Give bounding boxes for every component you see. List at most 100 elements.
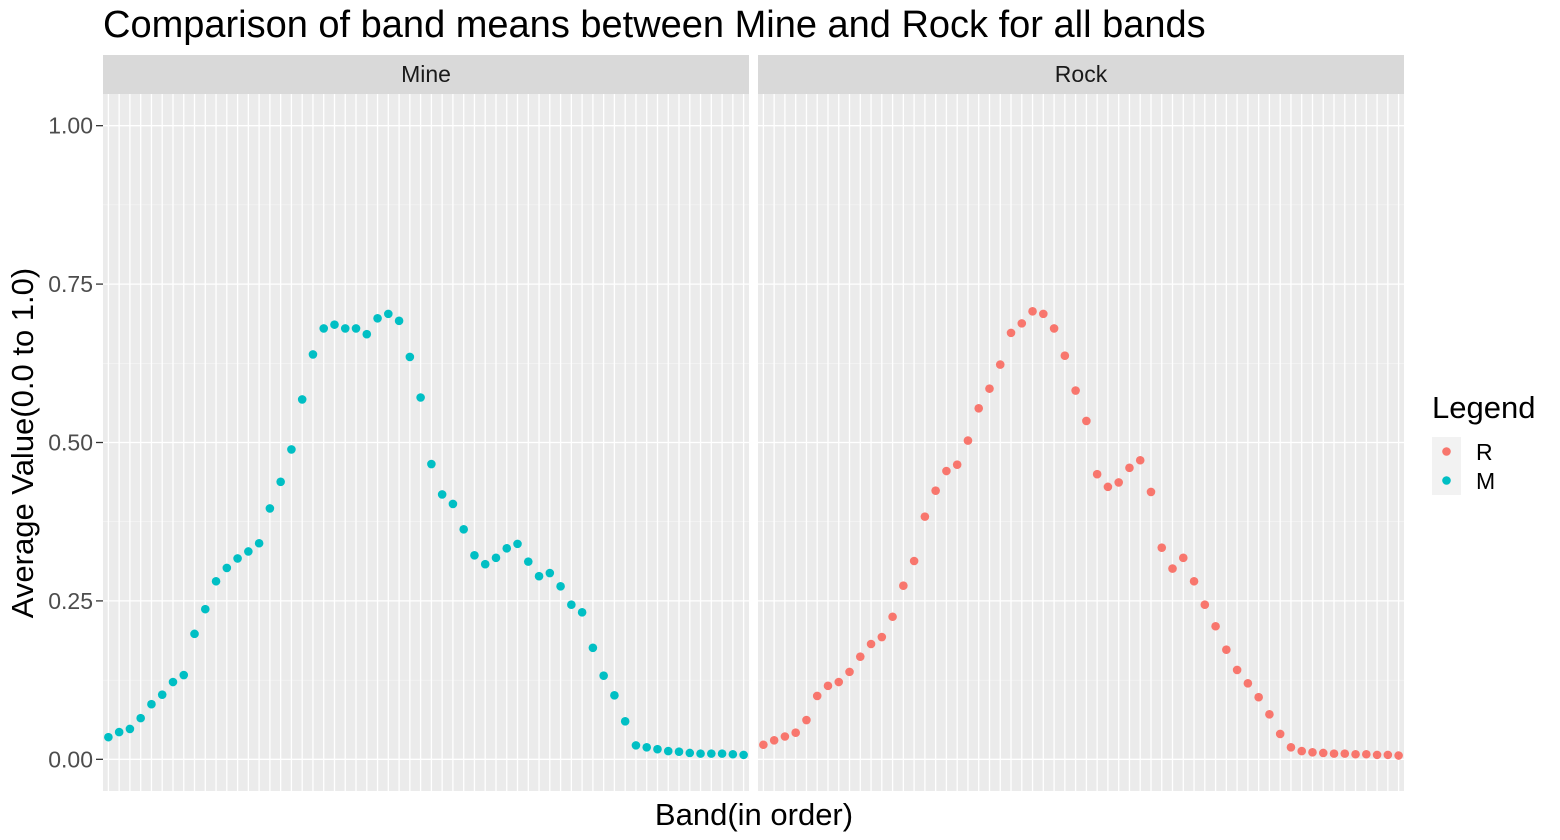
legend-label-m: M [1476, 468, 1495, 494]
data-point [480, 559, 490, 569]
data-point [620, 717, 630, 726]
data-point [287, 445, 296, 454]
y-axis: 0.00 0.25 0.50 0.75 1.00 [48, 113, 103, 772]
data-point [920, 512, 930, 521]
data-point [855, 652, 865, 661]
data-point [222, 563, 232, 573]
data-point [1157, 543, 1167, 552]
facet-panel-rock: Rock [758, 55, 1404, 791]
data-point [985, 384, 994, 393]
data-point [1340, 749, 1350, 758]
data-point [1028, 307, 1037, 316]
data-point [663, 746, 673, 756]
data-point [707, 749, 716, 758]
data-point [728, 749, 738, 759]
y-tick-label: 0.50 [48, 430, 93, 456]
data-point [791, 728, 800, 738]
data-point [812, 691, 822, 701]
data-point [502, 544, 512, 553]
data-point [147, 699, 156, 709]
data-point [114, 727, 124, 737]
data-point [1017, 319, 1027, 328]
data-point [717, 749, 727, 758]
data-point [577, 608, 587, 617]
data-point [319, 324, 329, 333]
data-point [1351, 749, 1360, 759]
y-axis-title: Average Value(0.0 to 1.0) [5, 268, 40, 618]
data-point [1103, 482, 1113, 492]
data-point [416, 393, 425, 402]
data-point [1178, 553, 1188, 563]
data-point [1189, 576, 1199, 586]
data-point [899, 581, 908, 591]
data-point [1383, 750, 1393, 760]
data-point [802, 715, 811, 725]
data-point [909, 556, 919, 566]
data-point [351, 324, 361, 333]
data-point [588, 643, 598, 653]
data-point [297, 395, 307, 404]
data-point [1092, 469, 1102, 479]
legend: Legend R M [1432, 390, 1535, 495]
data-point [931, 486, 940, 495]
panel-grid [103, 94, 749, 791]
data-point [265, 504, 275, 513]
data-point [674, 747, 684, 757]
data-point [696, 749, 705, 758]
data-point [1372, 750, 1382, 760]
data-point [1308, 748, 1317, 757]
data-point [254, 538, 264, 548]
data-point [1006, 328, 1016, 338]
data-point [1329, 749, 1339, 758]
data-point [780, 732, 790, 741]
data-point [427, 459, 436, 469]
data-point [653, 744, 662, 754]
data-point [942, 466, 951, 476]
data-point [340, 324, 350, 333]
data-point [1265, 710, 1274, 719]
data-point [1286, 742, 1296, 752]
data-point [394, 316, 404, 326]
data-point [1125, 463, 1134, 473]
strip-background [103, 55, 749, 94]
data-point [330, 320, 339, 329]
data-point [1135, 455, 1145, 465]
data-point [448, 499, 458, 509]
data-point [631, 741, 641, 750]
strip-label-mine: Mine [401, 61, 451, 87]
data-point [974, 403, 984, 413]
data-point [1254, 692, 1263, 702]
strip-background [758, 55, 1404, 94]
data-point [437, 490, 447, 499]
legend-key-m [1442, 476, 1451, 485]
data-point [362, 329, 372, 339]
data-point [1060, 351, 1070, 360]
data-point [963, 436, 973, 445]
data-point [556, 582, 565, 591]
y-tick-label: 0.00 [48, 746, 93, 772]
data-point [1222, 645, 1231, 654]
data-point [866, 639, 876, 649]
data-point [491, 553, 501, 563]
data-point [233, 554, 242, 563]
data-point [599, 671, 608, 680]
data-point [610, 691, 619, 700]
data-point [845, 667, 854, 677]
data-point [685, 748, 695, 758]
data-point [179, 670, 189, 680]
data-point [384, 309, 393, 319]
data-point [1200, 600, 1210, 610]
data-point [1071, 386, 1080, 395]
data-point [545, 568, 555, 578]
y-tick-label: 0.75 [48, 271, 93, 297]
data-point [642, 742, 652, 752]
data-point [1146, 487, 1156, 497]
data-point [1168, 564, 1177, 573]
data-point [523, 557, 533, 566]
facet-panel-mine: Mine [103, 55, 749, 791]
legend-title: Legend [1432, 390, 1535, 425]
data-point [877, 632, 887, 642]
data-point [1275, 729, 1285, 739]
data-point [136, 713, 145, 723]
